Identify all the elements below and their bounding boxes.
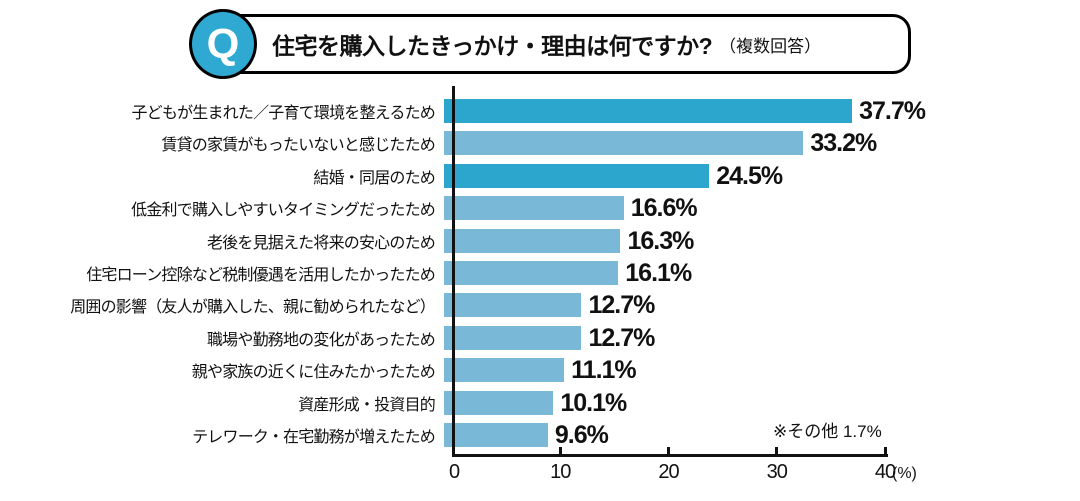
- bar: [444, 358, 565, 383]
- category-label: テレワーク・在宅勤務が増えたため: [192, 428, 436, 446]
- bar-track: 12.7%: [444, 323, 877, 352]
- bar: [444, 196, 624, 221]
- x-axis-tick-label: 10: [550, 461, 571, 483]
- bar-track: 9.6%: [444, 420, 877, 449]
- category-label: 資産形成・投資目的: [298, 396, 436, 414]
- x-axis-tick-label: 30: [766, 461, 788, 483]
- bar-track: 24.5%: [444, 161, 877, 190]
- category-label: 子どもが生まれた／子育て環境を整えるため: [131, 105, 435, 122]
- bar: [444, 293, 582, 318]
- category-label: 老後を見据えた将来の安心のため: [206, 234, 436, 252]
- bar-row: 親や家族の近くに住みたかったため 11.1%: [0, 356, 1080, 385]
- value-label: 33.2%: [810, 129, 877, 158]
- value-label: 16.1%: [625, 258, 692, 287]
- question-title-box: 住宅を購入したきっかけ・理由は何ですか? （複数回答）: [205, 14, 911, 74]
- value-label: 16.3%: [627, 226, 694, 255]
- bar: [444, 163, 710, 188]
- bar-track: 16.1%: [444, 258, 877, 287]
- category-label: 結婚・同居のため: [313, 169, 435, 187]
- value-label: 12.7%: [588, 323, 655, 352]
- page-title-suffix: （複数回答）: [719, 36, 822, 56]
- value-label: 24.5%: [716, 161, 783, 190]
- bar: [444, 325, 582, 350]
- bar-row: 低金利で購入しやすいタイミングだったため 16.6%: [0, 194, 1080, 223]
- bar-row: 周囲の影響（友人が購入した、親に勧められたなど） 12.7%: [0, 291, 1080, 320]
- x-axis-line: [452, 454, 888, 457]
- x-axis-tick: [558, 447, 562, 457]
- bar-track: 33.2%: [444, 129, 877, 158]
- q-badge: Q: [189, 9, 257, 79]
- bar-track: 37.7%: [444, 99, 926, 124]
- x-axis-tick-label: 20: [658, 461, 679, 483]
- bar-row: 子どもが生まれた／子育て環境を整えるため 37.7%: [0, 99, 1080, 124]
- bar-track: 10.1%: [444, 388, 877, 417]
- bar-row: テレワーク・在宅勤務が増えたため 9.6%: [0, 420, 1080, 449]
- bar-row: 職場や勤務地の変化があったため 12.7%: [0, 323, 1080, 352]
- bar-row: 賃貸の家賃がもったいないと感じたため 33.2%: [0, 129, 1080, 158]
- y-axis-line: [452, 86, 455, 457]
- value-label: 16.6%: [630, 194, 698, 223]
- bar-row: 資産形成・投資目的 10.1%: [0, 388, 1080, 417]
- bar-rows: 子どもが生まれた／子育て環境を整えるため 37.7% 賃貸の家賃がもったいないと感じ…: [0, 99, 1080, 455]
- x-axis-tick: [775, 447, 779, 457]
- category-label: 住宅ローン控除など税制優遇を活用したかったため: [86, 266, 436, 284]
- bar: [444, 228, 621, 253]
- bar-track: 12.7%: [444, 291, 877, 320]
- x-axis-unit-label: (%): [892, 465, 917, 482]
- bar: [444, 131, 804, 156]
- page-title: 住宅を購入したきっかけ・理由は何ですか?: [272, 33, 713, 59]
- bar: [444, 390, 554, 415]
- x-axis-tick-label: 0: [448, 461, 460, 483]
- bar: [444, 422, 548, 447]
- bar: [444, 99, 853, 123]
- x-axis-tick: [667, 447, 670, 457]
- x-axis-ticks: [452, 86, 887, 457]
- value-label: 9.6%: [554, 420, 609, 449]
- value-label: 10.1%: [560, 388, 627, 417]
- bar-row: 結婚・同居のため 24.5%: [0, 161, 1080, 190]
- x-axis-tick: [883, 447, 887, 457]
- value-label: 37.7%: [859, 97, 926, 125]
- other-footnote: ※その他 1.7%: [773, 422, 882, 441]
- x-axis-tick-label: 40: [874, 461, 896, 483]
- category-label: 職場や勤務地の変化があったため: [206, 331, 436, 349]
- bar-track: 16.3%: [444, 226, 877, 255]
- bar-track: 11.1%: [444, 356, 877, 385]
- category-label: 親や家族の近くに住みたかったため: [191, 364, 436, 382]
- value-label: 11.1%: [571, 356, 637, 385]
- category-label: 周囲の影響（友人が購入した、親に勧められたなど）: [70, 299, 436, 317]
- x-axis-tick-labels: (%) 0 10 20 30 40: [449, 461, 932, 491]
- category-label: 低金利で購入しやすいタイミングだったため: [131, 202, 436, 220]
- bar-row: 住宅ローン控除など税制優遇を活用したかったため 16.1%: [0, 258, 1080, 287]
- bar-row: 老後を見据えた将来の安心のため 16.3%: [0, 226, 1080, 255]
- bar: [444, 260, 619, 285]
- category-label: 賃貸の家賃がもったいないと感じたため: [161, 137, 435, 155]
- bar-track: 16.6%: [444, 194, 877, 223]
- q-badge-letter: Q: [206, 20, 240, 67]
- value-label: 12.7%: [588, 291, 655, 320]
